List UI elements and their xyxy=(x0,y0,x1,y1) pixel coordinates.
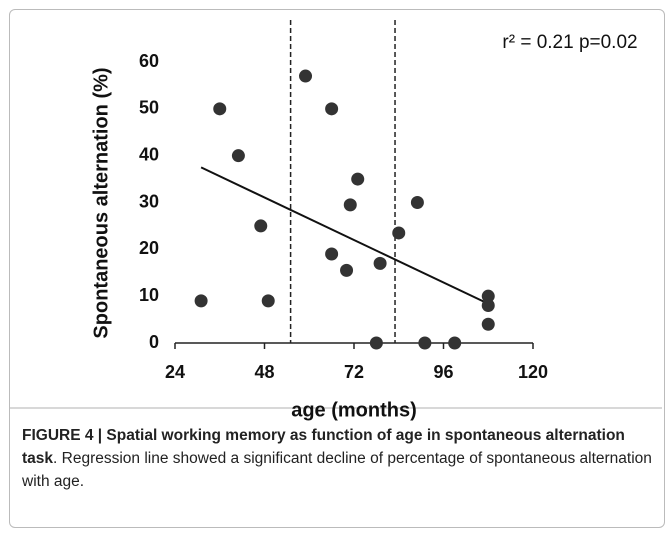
point xyxy=(299,69,313,83)
point xyxy=(369,336,383,350)
point xyxy=(418,336,432,350)
point xyxy=(325,102,339,116)
regression-line xyxy=(200,166,493,307)
x-axis-label: age (months) xyxy=(291,399,417,421)
y-tick-label: 10 xyxy=(139,285,159,305)
x-tick-label: 96 xyxy=(433,362,453,382)
point xyxy=(481,317,495,331)
point xyxy=(194,294,208,308)
point xyxy=(261,294,275,308)
point xyxy=(481,289,495,303)
point xyxy=(481,299,495,313)
point xyxy=(340,263,354,277)
point xyxy=(325,247,339,261)
y-tick-label: 40 xyxy=(139,144,159,164)
caption-label: FIGURE 4 | Spatial working memory as fun… xyxy=(22,427,625,467)
point xyxy=(231,149,245,163)
y-tick-label: 60 xyxy=(139,51,159,71)
point xyxy=(373,256,387,270)
y-tick-label: 50 xyxy=(139,98,159,118)
point xyxy=(392,226,406,240)
x-tick-label: 120 xyxy=(518,362,548,382)
point xyxy=(254,219,268,233)
frame xyxy=(9,9,665,528)
point xyxy=(448,336,462,350)
caption-text: . Regression line showed a significant d… xyxy=(22,450,652,490)
point xyxy=(213,102,227,116)
point xyxy=(351,172,365,186)
y-tick-label: 30 xyxy=(139,191,159,211)
point xyxy=(410,196,424,209)
x-tick-label: 72 xyxy=(344,362,364,382)
x-tick-label: 48 xyxy=(254,362,274,382)
y-tick-label: 20 xyxy=(139,238,159,258)
x-tick-label: 24 xyxy=(165,362,185,382)
caption: FIGURE 4 | Spatial working memory as fun… xyxy=(22,424,652,493)
y-axis-label: Spontaneous alternation (%) xyxy=(90,67,112,338)
y-tick-label: 0 xyxy=(149,332,159,352)
point xyxy=(343,198,357,212)
annotation: r² = 0.21 p=0.02 xyxy=(502,32,637,53)
